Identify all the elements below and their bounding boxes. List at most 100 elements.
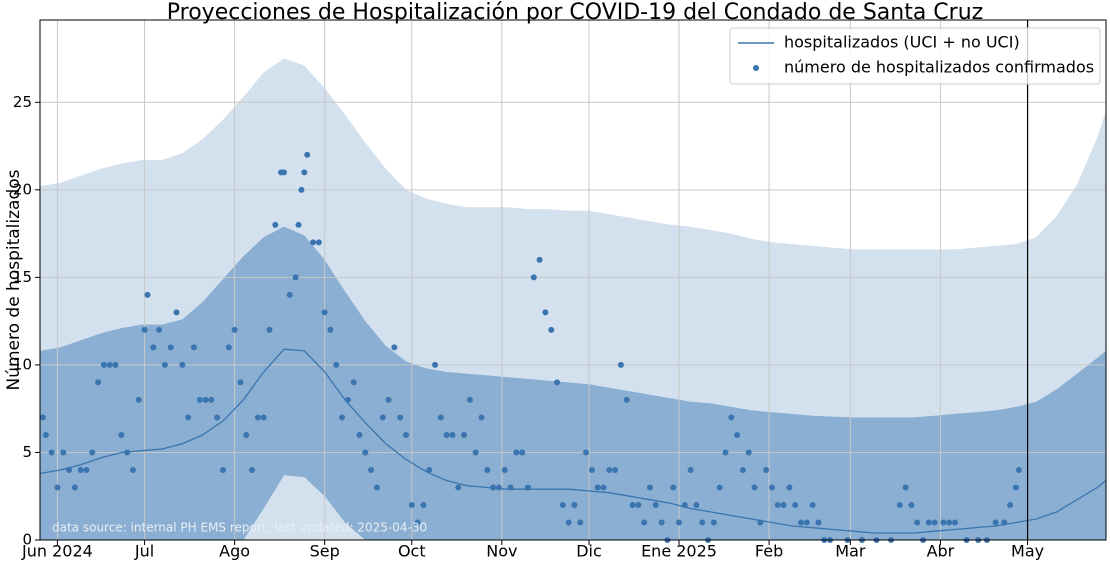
point xyxy=(536,256,543,263)
point xyxy=(507,484,514,491)
point xyxy=(292,274,299,281)
point xyxy=(89,449,96,456)
point xyxy=(751,484,758,491)
x-tick-label: Ago xyxy=(219,542,250,561)
point xyxy=(95,379,102,386)
point xyxy=(565,519,572,526)
point xyxy=(124,449,131,456)
point xyxy=(310,239,317,246)
point xyxy=(286,291,293,298)
point xyxy=(202,396,209,403)
x-tick-label: May xyxy=(1011,542,1044,561)
point xyxy=(461,431,468,438)
point xyxy=(141,326,148,333)
x-tick-label: Nov xyxy=(486,542,517,561)
point xyxy=(780,501,787,508)
point xyxy=(548,326,555,333)
point xyxy=(150,344,157,351)
point xyxy=(786,484,793,491)
point xyxy=(623,396,630,403)
point xyxy=(612,466,619,473)
point xyxy=(243,431,250,438)
point xyxy=(350,379,357,386)
point xyxy=(185,414,192,421)
point xyxy=(908,501,915,508)
point xyxy=(699,519,706,526)
point xyxy=(135,396,142,403)
point xyxy=(768,484,775,491)
point xyxy=(606,466,613,473)
point xyxy=(208,396,215,403)
point xyxy=(156,326,163,333)
point xyxy=(356,431,363,438)
point xyxy=(946,519,953,526)
point xyxy=(449,431,456,438)
point xyxy=(420,501,427,508)
point xyxy=(728,414,735,421)
point xyxy=(641,519,648,526)
point xyxy=(272,221,279,228)
point xyxy=(42,431,49,438)
point xyxy=(397,414,404,421)
point xyxy=(559,501,566,508)
point xyxy=(554,379,561,386)
point xyxy=(600,484,607,491)
point xyxy=(524,484,531,491)
point xyxy=(298,186,305,193)
plot-frame xyxy=(39,19,1107,541)
point xyxy=(295,221,302,228)
y-tick-label: 10 xyxy=(13,355,32,373)
point xyxy=(490,484,497,491)
point xyxy=(455,484,462,491)
point xyxy=(249,466,256,473)
point xyxy=(443,431,450,438)
confidence-band xyxy=(40,226,1106,540)
point xyxy=(757,519,764,526)
x-tick-label: Oct xyxy=(398,542,426,561)
point xyxy=(734,431,741,438)
point xyxy=(339,414,346,421)
point xyxy=(301,169,308,176)
x-tick-label: Dic xyxy=(576,542,602,561)
point xyxy=(588,466,595,473)
point xyxy=(118,431,125,438)
point xyxy=(362,449,369,456)
point xyxy=(629,501,636,508)
y-tick-label: 0 xyxy=(22,531,32,549)
point xyxy=(652,501,659,508)
point xyxy=(676,519,683,526)
point xyxy=(583,449,590,456)
point xyxy=(77,466,84,473)
y-tick-label: 25 xyxy=(13,93,32,111)
point xyxy=(66,466,73,473)
point xyxy=(39,414,46,421)
point xyxy=(501,466,508,473)
point xyxy=(495,484,502,491)
point xyxy=(809,501,816,508)
point xyxy=(594,484,601,491)
x-tick-label: Mar xyxy=(835,542,866,561)
point xyxy=(617,361,624,368)
point xyxy=(1001,519,1008,526)
x-tick-label: Jun 2024 xyxy=(21,542,93,561)
y-tick-label: 15 xyxy=(13,268,32,286)
point xyxy=(315,239,322,246)
point xyxy=(530,274,537,281)
legend-swatch xyxy=(753,65,759,71)
annotation: data source: internal PH EMS report, las… xyxy=(52,521,427,535)
point xyxy=(693,501,700,508)
point xyxy=(266,326,273,333)
point xyxy=(519,449,526,456)
point xyxy=(722,449,729,456)
point xyxy=(402,431,409,438)
point xyxy=(798,519,805,526)
x-tick-label: Ene 2025 xyxy=(641,542,717,561)
line xyxy=(39,348,1107,534)
point xyxy=(100,361,107,368)
point xyxy=(803,519,810,526)
x-tick-label: Jul xyxy=(134,542,154,561)
point xyxy=(190,344,197,351)
point xyxy=(992,519,999,526)
point xyxy=(327,326,334,333)
point xyxy=(951,519,958,526)
